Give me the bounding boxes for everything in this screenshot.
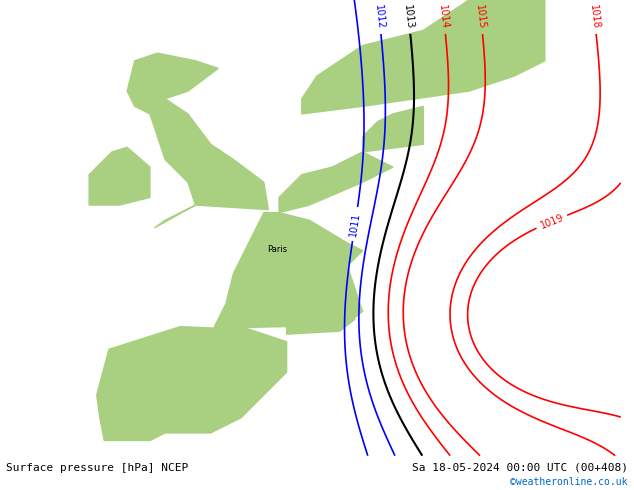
Polygon shape xyxy=(302,0,545,114)
Text: 1013: 1013 xyxy=(402,4,415,29)
Text: Paris: Paris xyxy=(267,245,287,254)
Polygon shape xyxy=(89,147,150,205)
Text: 1011: 1011 xyxy=(348,211,362,237)
Text: ©weatheronline.co.uk: ©weatheronline.co.uk xyxy=(510,477,628,487)
Text: 1019: 1019 xyxy=(538,212,565,231)
Text: 1018: 1018 xyxy=(588,4,600,29)
Text: 1014: 1014 xyxy=(437,4,450,29)
Polygon shape xyxy=(279,152,393,213)
Polygon shape xyxy=(287,319,355,334)
Text: Surface pressure [hPa] NCEP: Surface pressure [hPa] NCEP xyxy=(6,463,188,473)
Polygon shape xyxy=(127,53,218,114)
Polygon shape xyxy=(150,99,268,228)
Polygon shape xyxy=(97,326,287,441)
Text: 1015: 1015 xyxy=(474,4,487,29)
Polygon shape xyxy=(363,106,424,152)
Polygon shape xyxy=(214,213,363,328)
Text: 1012: 1012 xyxy=(373,4,385,29)
Text: Sa 18-05-2024 00:00 UTC (00+408): Sa 18-05-2024 00:00 UTC (00+408) xyxy=(411,463,628,473)
